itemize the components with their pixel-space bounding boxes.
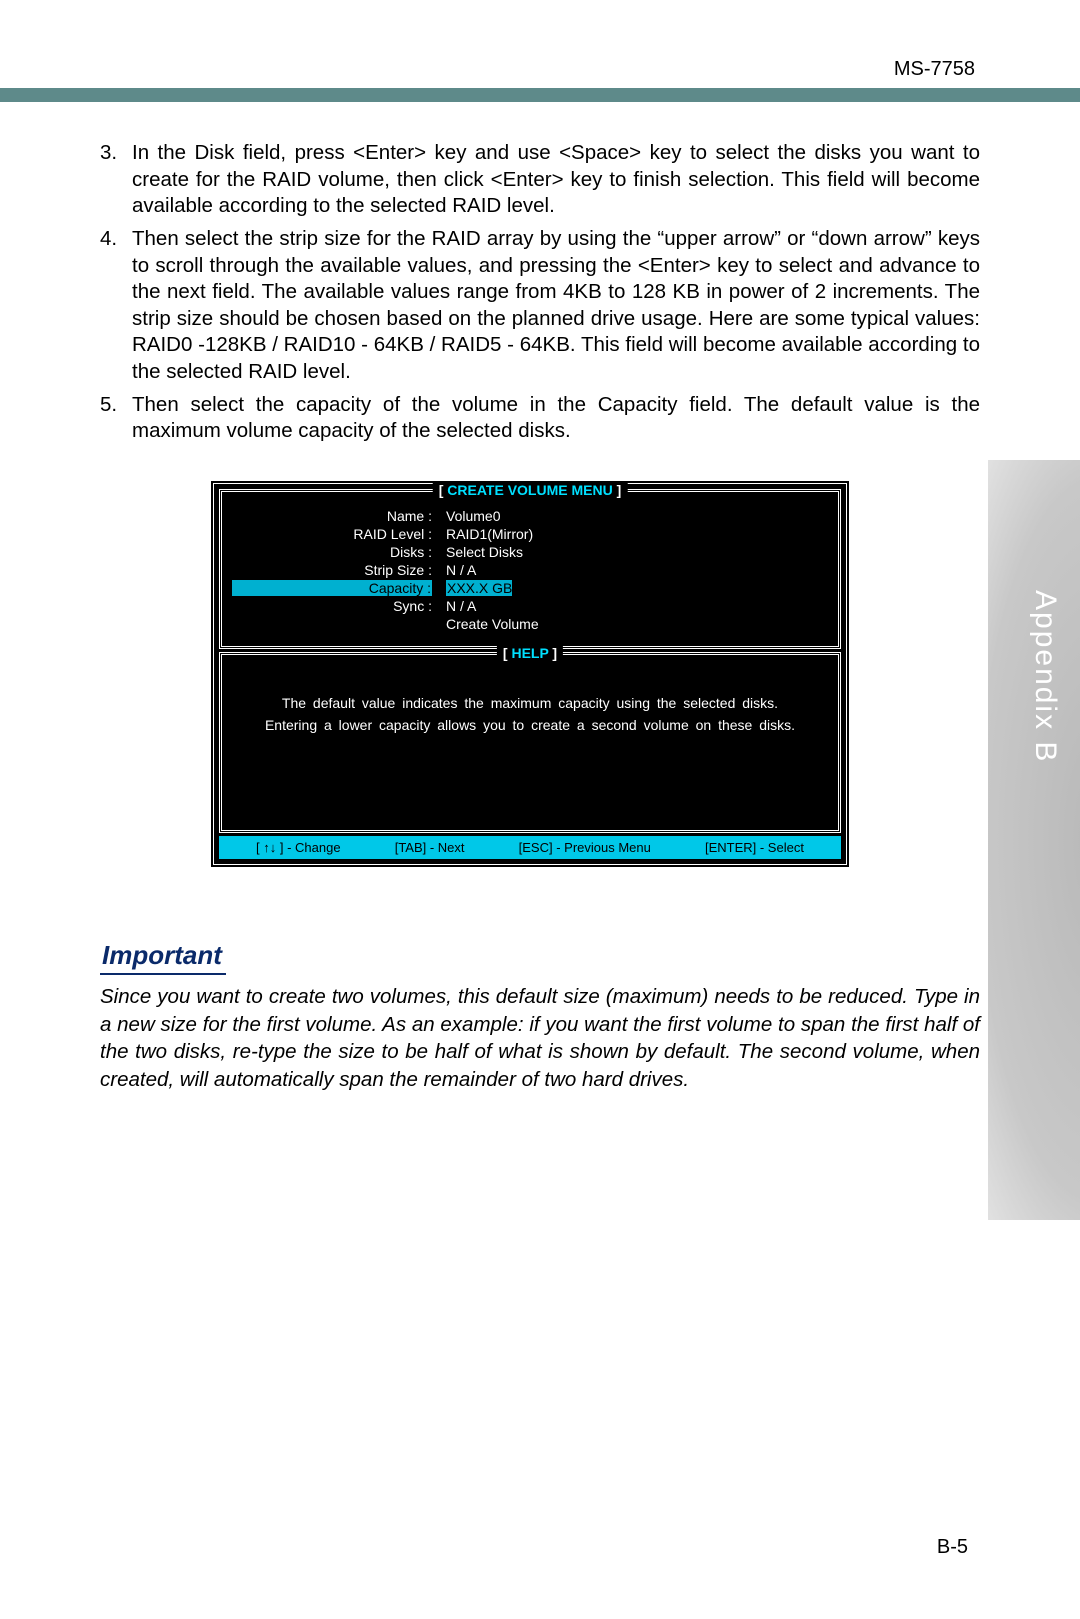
panel-title: CREATE VOLUME MENU [433, 482, 628, 498]
field-value: N / A [446, 562, 828, 578]
field-label: RAID Level : [232, 526, 432, 542]
list-number: 5. [100, 392, 132, 445]
header-bar [0, 88, 1080, 102]
list-text: In the Disk field, press <Enter> key and… [132, 140, 980, 220]
field-value: Volume0 [446, 508, 828, 524]
create-volume-action: Create Volume [446, 616, 828, 632]
field-value-selected: XXX.X GB [446, 580, 512, 596]
field-value: RAID1(Mirror) [446, 526, 828, 542]
model-number: MS-7758 [894, 58, 975, 81]
key-hint: [TAB] - Next [395, 840, 465, 855]
key-hint: [ESC] - Previous Menu [519, 840, 651, 855]
important-text: Since you want to create two volumes, th… [100, 983, 980, 1094]
panel-title: HELP [497, 645, 563, 661]
page-number: B-5 [937, 1536, 968, 1559]
list-item: 5. Then select the capacity of the volum… [100, 392, 980, 445]
side-tab-label: Appendix B [1028, 590, 1062, 763]
list-number: 3. [100, 140, 132, 220]
key-hint: [ ↑↓ ] - Change [256, 840, 341, 855]
bios-fields: Name : Volume0 RAID Level : RAID1(Mirror… [232, 508, 828, 632]
important-heading: Important [100, 940, 226, 975]
body-text: 3. In the Disk field, press <Enter> key … [100, 140, 980, 451]
create-volume-panel: CREATE VOLUME MENU Name : Volume0 RAID L… [219, 489, 841, 649]
list-item: 3. In the Disk field, press <Enter> key … [100, 140, 980, 220]
help-panel: HELP The default value indicates the max… [219, 652, 841, 833]
field-label: Strip Size : [232, 562, 432, 578]
key-hint: [ENTER] - Select [705, 840, 804, 855]
field-value: N / A [446, 598, 828, 614]
side-tab: Appendix B [988, 460, 1080, 1220]
field-label: Name : [232, 508, 432, 524]
list-item: 4. Then select the strip size for the RA… [100, 226, 980, 386]
list-text: Then select the capacity of the volume i… [132, 392, 980, 445]
field-label: Disks : [232, 544, 432, 560]
list-number: 4. [100, 226, 132, 386]
field-label-selected: Capacity : [232, 580, 432, 596]
bios-screenshot: CREATE VOLUME MENU Name : Volume0 RAID L… [210, 480, 850, 868]
important-block: Important Since you want to create two v… [100, 940, 980, 1094]
help-text: The default value indicates the maximum … [232, 663, 828, 816]
bios-footer: [ ↑↓ ] - Change [TAB] - Next [ESC] - Pre… [219, 836, 841, 859]
field-value: Select Disks [446, 544, 828, 560]
field-label: Sync : [232, 598, 432, 614]
list-text: Then select the strip size for the RAID … [132, 226, 980, 386]
